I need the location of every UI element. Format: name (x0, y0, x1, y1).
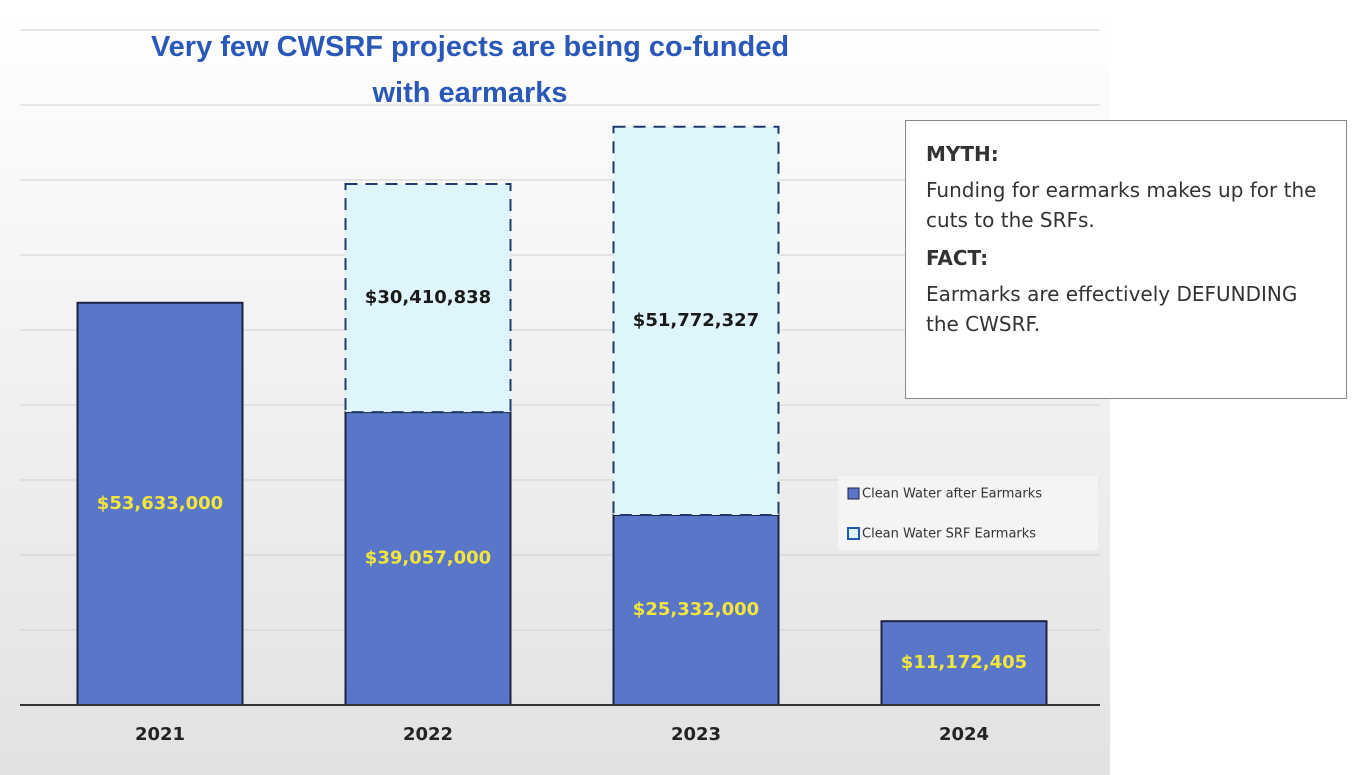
x-tick-label: 2024 (939, 724, 989, 745)
myth-heading: MYTH: (926, 142, 999, 166)
bar-segment (612, 514, 780, 707)
data-label: $53,633,000 (97, 493, 223, 514)
bar-segment (612, 125, 780, 517)
data-label: $25,332,000 (633, 599, 759, 620)
chart-title: Very few CWSRF projects are being co-fun… (150, 31, 790, 109)
bar-segment (880, 620, 1048, 707)
data-label: $30,410,838 (365, 287, 491, 308)
data-label: $39,057,000 (365, 548, 491, 569)
x-tick-label: 2023 (671, 724, 721, 745)
legend-label: Clean Water SRF Earmarks (862, 527, 1036, 542)
data-label: $51,772,327 (633, 310, 759, 331)
legend-swatch (847, 527, 860, 540)
legend-label: Clean Water after Earmarks (862, 487, 1042, 502)
fact-heading: FACT: (926, 246, 989, 270)
callout-box: MYTH: Funding for earmarks makes up for … (905, 120, 1347, 399)
legend-box (838, 476, 1098, 550)
legend-swatch (847, 487, 860, 500)
myth-text: Funding for earmarks makes up for the cu… (926, 178, 1317, 232)
bar-segment (76, 301, 244, 706)
fact-text: Earmarks are effectively DEFUNDING the C… (926, 282, 1298, 336)
x-tick-label: 2022 (403, 724, 453, 745)
bar-segment (344, 182, 512, 414)
data-label: $11,172,405 (901, 652, 1027, 673)
x-tick-label: 2021 (135, 724, 185, 745)
